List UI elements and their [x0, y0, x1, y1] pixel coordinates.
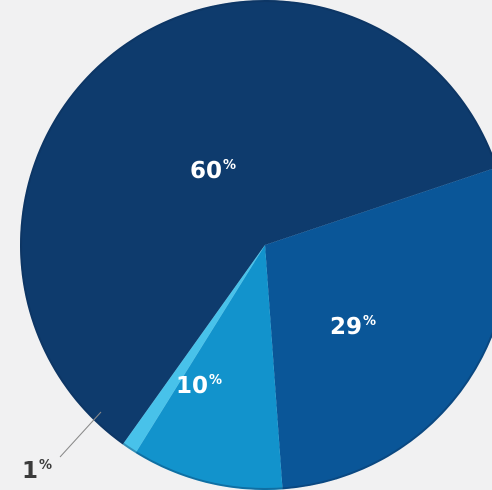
slice-label-29pct: 29% [330, 314, 376, 340]
pie-slice-29pct [265, 169, 492, 490]
slice-label-10pct: 10% [176, 373, 222, 399]
pie-slice-60pct [20, 0, 492, 445]
pie-slice-1pct [122, 245, 265, 453]
pie-labels: 60% 29% 10% 1% [22, 158, 376, 484]
pie-slices [20, 0, 492, 490]
pie-rim [20, 0, 492, 490]
leader-line-1pct [59, 411, 102, 458]
slice-label-1pct: 1% [22, 458, 52, 484]
pie-slice-10pct [135, 245, 283, 490]
slice-label-60pct: 60% [190, 158, 236, 184]
